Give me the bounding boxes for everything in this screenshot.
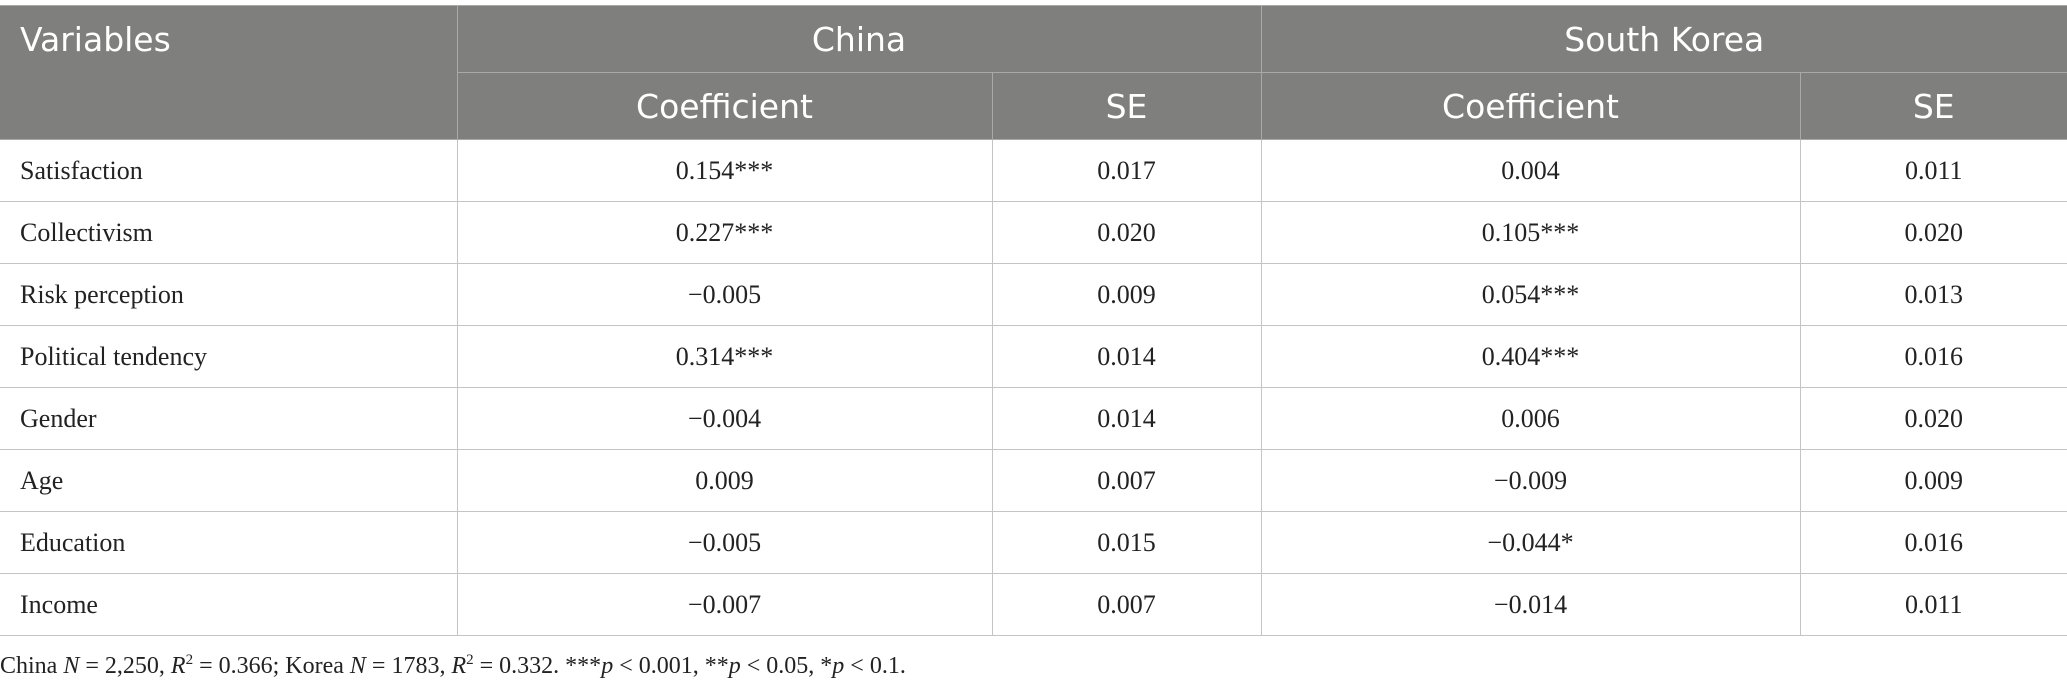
regression-table: Variables China South Korea Coefficient …	[0, 5, 2067, 636]
variable-name: Gender	[0, 387, 458, 450]
table-cell: 0.020	[991, 201, 1262, 264]
footnote-italic: N	[63, 653, 80, 679]
table-cell: 0.020	[1799, 201, 2067, 264]
group-header: China	[456, 5, 1262, 73]
table-row: Political tendency 0.314*** 0.014 0.404*** 0…	[0, 325, 2067, 388]
table-cell: 0.227***	[456, 201, 993, 264]
table-cell: 0.105***	[1260, 201, 1801, 264]
table-cell: −0.005	[456, 263, 993, 326]
subheader: SE	[991, 72, 1262, 140]
table-cell: 0.016	[1799, 325, 2067, 388]
table-cell: −0.044*	[1260, 511, 1801, 574]
table-cell: 0.014	[991, 387, 1262, 450]
footnote-text: < 0.001, **	[613, 653, 729, 679]
table-cell: 0.054***	[1260, 263, 1801, 326]
variable-name: Education	[0, 511, 458, 574]
footnote-text: China	[0, 653, 64, 679]
table-cell: 0.007	[991, 449, 1262, 512]
table-cell: 0.015	[991, 511, 1262, 574]
table-cell: −0.005	[456, 511, 993, 574]
footnote-text: = 0.366; Korea	[193, 653, 350, 679]
table-cell: 0.011	[1799, 573, 2067, 636]
table-cell: 0.006	[1260, 387, 1801, 450]
table-cell: 0.314***	[456, 325, 993, 388]
variable-name: Political tendency	[0, 325, 458, 388]
footnote-italic: p	[728, 653, 741, 679]
footnote-italic: R	[451, 653, 467, 679]
table-cell: 0.009	[1799, 449, 2067, 512]
table-cell: 0.009	[456, 449, 993, 512]
table-cell: 0.154***	[456, 139, 993, 202]
table-cell: 0.011	[1799, 139, 2067, 202]
footnote-italic: N	[349, 653, 366, 679]
header-cell: Variables	[0, 5, 458, 140]
table-row: Satisfaction 0.154*** 0.017 0.004 0.011	[0, 139, 2067, 202]
table-row: Gender −0.004 0.014 0.006 0.020	[0, 387, 2067, 450]
footnote-sup: 2	[466, 652, 474, 668]
table-cell: −0.007	[456, 573, 993, 636]
group-header: South Korea	[1260, 5, 2067, 73]
footnote-text: = 2,250,	[79, 653, 171, 679]
table-cell: 0.009	[991, 263, 1262, 326]
table-cell: 0.004	[1260, 139, 1801, 202]
footnote-text: = 0.332. ***	[473, 653, 602, 679]
footnote-sup: 2	[185, 652, 194, 668]
table-cell: 0.013	[1799, 263, 2067, 326]
table-cell: 0.020	[1799, 387, 2067, 450]
table-cell: 0.014	[991, 325, 1262, 388]
footnote-text: < 0.1.	[844, 653, 906, 679]
table-row: Age 0.009 0.007 −0.009 0.009	[0, 449, 2067, 512]
table-row: Risk perception −0.005 0.009 0.054*** 0.013	[0, 263, 2067, 326]
subheader: SE	[1799, 72, 2067, 140]
table-cell: 0.016	[1799, 511, 2067, 574]
header-row: Coefficient SE Coefficient SE	[0, 72, 2067, 140]
header-row: Variables China South Korea	[0, 5, 2067, 140]
table-cell: −0.014	[1260, 573, 1801, 636]
variable-name: Collectivism	[0, 201, 458, 264]
table-body: Satisfaction 0.154*** 0.017 0.004 0.011 Colle…	[0, 139, 2067, 636]
footnote-italic: p	[832, 653, 845, 679]
variable-name: Age	[0, 449, 458, 512]
table-row: Income −0.007 0.007 −0.014 0.011	[0, 573, 2067, 636]
table-row: Collectivism 0.227*** 0.020 0.105*** 0.020	[0, 201, 2067, 264]
table-row: Education −0.005 0.015 −0.044* 0.016	[0, 511, 2067, 574]
footnote-text: < 0.05, *	[740, 653, 833, 679]
variable-name: Risk perception	[0, 263, 458, 326]
subheader: Coefficient	[456, 72, 993, 140]
table-cell: 0.017	[991, 139, 1262, 202]
footnote-italic: p	[601, 653, 614, 679]
footnote: China N = 2,250, R2 = 0.366; Korea N = 1…	[0, 652, 906, 680]
footnote-text: = 1783,	[365, 653, 452, 679]
footnote-italic: R	[170, 653, 186, 679]
table-cell: 0.007	[991, 573, 1262, 636]
table-cell: −0.004	[456, 387, 993, 450]
table-header: Variables China South Korea Coefficient …	[0, 5, 2067, 140]
table-cell: 0.404***	[1260, 325, 1801, 388]
variable-name: Income	[0, 573, 458, 636]
table-cell: −0.009	[1260, 449, 1801, 512]
variable-name: Satisfaction	[0, 139, 458, 202]
subheader: Coefficient	[1260, 72, 1801, 140]
